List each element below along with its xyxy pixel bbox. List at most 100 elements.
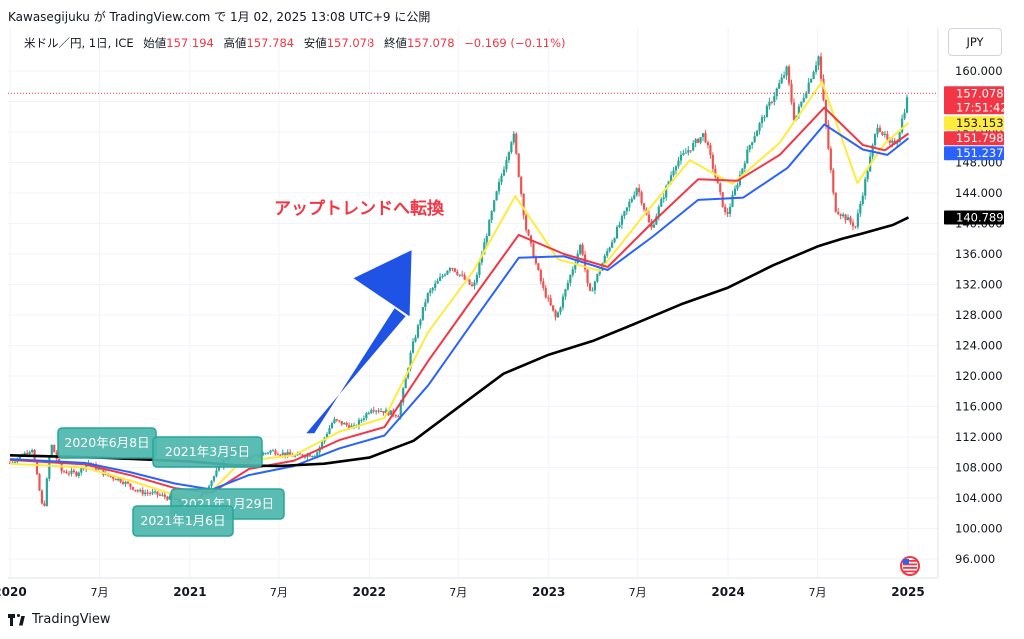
candle-body	[456, 271, 459, 275]
candle-body	[556, 312, 560, 318]
candle-body	[805, 92, 808, 99]
candle-body	[144, 492, 147, 495]
candle-body	[854, 226, 857, 228]
candle-body	[500, 175, 503, 183]
candle-body	[741, 168, 744, 175]
candle-body	[829, 148, 832, 171]
candle-body	[286, 452, 289, 456]
candle-body	[620, 216, 624, 225]
candle-body	[166, 496, 169, 500]
candle-body	[65, 471, 68, 474]
candle-body	[714, 168, 717, 177]
candle-body	[313, 455, 316, 457]
price-label-value: 151.237	[956, 146, 1004, 160]
candle-body	[706, 142, 710, 146]
candle-body	[414, 337, 417, 342]
candle-body	[886, 133, 889, 140]
symbol-name[interactable]: 米ドル／円, 1日, ICE	[24, 36, 134, 50]
candle-body	[85, 464, 88, 469]
candle-body	[470, 284, 474, 287]
candle-body	[642, 203, 646, 210]
candle-body	[475, 274, 479, 283]
candle-body	[146, 492, 149, 494]
candle-body	[534, 257, 538, 264]
candle-body	[389, 410, 393, 415]
candle-body	[846, 217, 850, 221]
candle-body	[53, 444, 56, 453]
candle-body	[687, 150, 690, 153]
candle-body	[647, 214, 651, 223]
ma-blue-line	[9, 123, 910, 491]
candle-body	[574, 262, 577, 270]
candle-body	[264, 452, 267, 454]
y-tick-label: 124.000	[955, 339, 1003, 353]
candle-body	[308, 454, 311, 457]
candle-body	[873, 134, 877, 145]
candle-body	[524, 215, 528, 230]
candle-body	[463, 275, 466, 280]
candle-body	[62, 471, 66, 473]
candle-body	[512, 133, 515, 143]
candle-body	[468, 279, 471, 285]
candle-body	[765, 106, 769, 118]
candle-body	[719, 183, 722, 193]
candle-body	[139, 490, 142, 492]
candle-body	[502, 169, 506, 176]
price-label-countdown: 17:51:42	[956, 100, 1008, 114]
candle-body	[581, 244, 584, 255]
candle-body	[505, 160, 508, 170]
footer-brand-label: TradingView	[32, 612, 111, 627]
candle-body	[117, 478, 120, 481]
candle-body	[689, 150, 692, 152]
currency-button[interactable]: JPY	[948, 28, 1002, 56]
candle-body	[434, 283, 437, 288]
footer-brand[interactable]: TradingView	[8, 612, 111, 627]
candle-body	[316, 452, 319, 456]
trend-arrow-head	[353, 250, 412, 317]
candle-body	[800, 101, 803, 107]
high-label: 高値	[223, 36, 247, 50]
x-tick-label: 2020	[0, 585, 27, 599]
candle-body	[31, 450, 34, 452]
candle-body	[783, 75, 786, 78]
candle-body	[586, 269, 589, 284]
candle-body	[682, 153, 685, 155]
candle-body	[473, 282, 476, 287]
date-annotation-box	[132, 505, 234, 537]
date-annotation-label: 2020年6月8日	[64, 435, 149, 450]
candle-body	[635, 188, 638, 196]
high-value: 157.784	[246, 36, 295, 50]
candle-body	[633, 195, 636, 199]
candle-body	[495, 191, 498, 201]
candle-body	[638, 188, 641, 193]
price-label-value: 157.078	[956, 86, 1004, 100]
x-tick-label: 7月	[90, 586, 108, 599]
candle-body	[763, 117, 766, 119]
candle-body	[802, 98, 805, 102]
candle-body	[773, 96, 776, 103]
candle-body	[151, 491, 154, 494]
candle-body	[77, 472, 80, 476]
candle-body	[650, 222, 653, 228]
candle-body	[694, 139, 697, 144]
candle-body	[340, 421, 343, 425]
candle-body	[623, 211, 626, 217]
x-tick-label: 2021	[173, 585, 206, 599]
candle-body	[321, 441, 324, 448]
candle-body	[75, 472, 78, 476]
us-flag-icon	[900, 556, 920, 576]
x-tick-label: 2024	[711, 585, 744, 599]
candle-body	[43, 503, 46, 506]
candle-body	[409, 352, 412, 369]
candle-body	[301, 454, 304, 457]
candle-body	[797, 106, 800, 116]
candle-body	[517, 153, 520, 177]
candle-body	[333, 419, 336, 424]
chart-title: アップトレンドへ転換	[274, 198, 445, 219]
candle-body	[80, 467, 83, 473]
candle-body	[367, 413, 370, 415]
candle-body	[343, 423, 346, 425]
candle-body	[822, 78, 825, 101]
candle-body	[837, 211, 840, 215]
